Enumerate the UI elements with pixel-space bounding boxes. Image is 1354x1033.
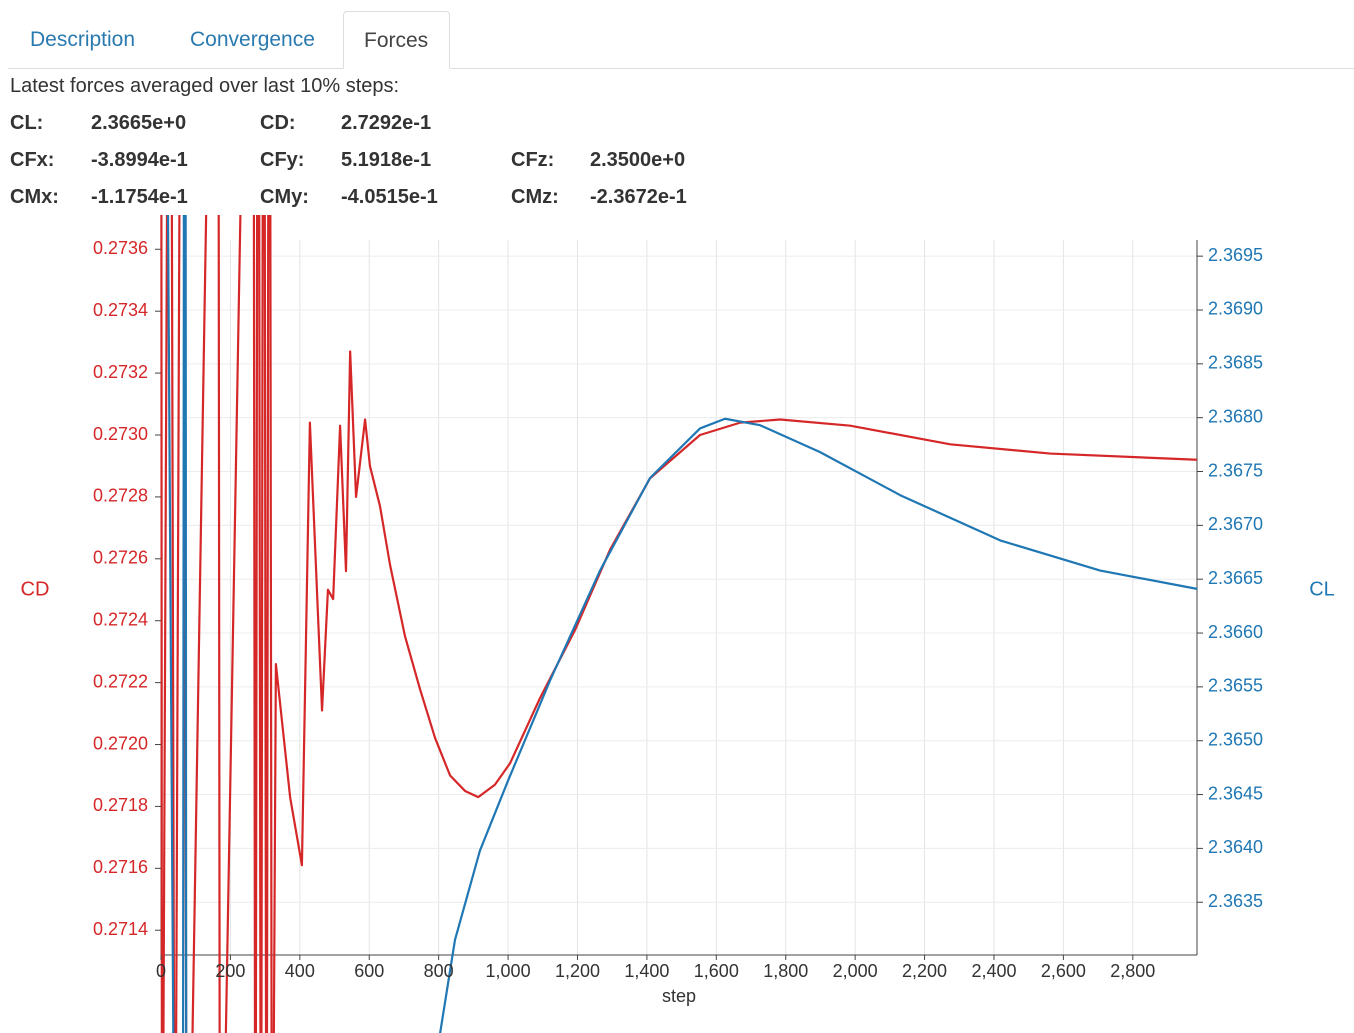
force-label: CMy: [260, 186, 309, 208]
force-value: 2.7292e-1 [341, 112, 432, 134]
y2-tick-label: 2.3645 [1208, 783, 1263, 803]
tab[interactable]: Description [30, 28, 136, 51]
x-tick-label: 1,200 [555, 961, 600, 981]
y2-tick-label: 2.3655 [1208, 676, 1263, 696]
y2-tick-label: 2.3680 [1208, 406, 1263, 426]
y-tick-label: 0.2732 [93, 362, 148, 382]
x-tick-label: 1,000 [486, 961, 531, 981]
y-tick-label: 0.2720 [93, 733, 148, 753]
y-tick-label: 0.2716 [93, 857, 148, 877]
y-tick-label: 0.2736 [93, 238, 148, 258]
series-line [160, 215, 1198, 1033]
y-tick-label: 0.2730 [93, 424, 148, 444]
y-tick-label: 0.2726 [93, 548, 148, 568]
x-tick-label: 2,000 [833, 961, 878, 981]
force-value: -3.8994e-1 [91, 149, 188, 171]
y-axis-title: CD [21, 578, 50, 600]
x-tick-label: 400 [285, 961, 315, 981]
y-tick-label: 0.2734 [93, 300, 148, 320]
series-line [166, 215, 1198, 1033]
force-label: CD: [260, 112, 296, 134]
y-tick-label: 0.2728 [93, 486, 148, 506]
y2-tick-label: 2.3675 [1208, 460, 1263, 480]
y2-tick-label: 2.3660 [1208, 622, 1263, 642]
forces-note: Latest forces averaged over last 10% ste… [10, 75, 400, 97]
x-tick-label: 200 [215, 961, 245, 981]
y2-tick-label: 2.3685 [1208, 353, 1263, 373]
force-value: -4.0515e-1 [341, 186, 438, 208]
y-tick-label: 0.2724 [93, 609, 148, 629]
y2-tick-label: 2.3640 [1208, 837, 1263, 857]
x-tick-label: 2,400 [971, 961, 1016, 981]
x-tick-label: 600 [354, 961, 384, 981]
force-value: -1.1754e-1 [91, 186, 188, 208]
x-tick-label: 800 [424, 961, 454, 981]
x-axis-title: step [662, 986, 696, 1006]
force-label: CFy: [260, 149, 305, 171]
force-value: -2.3672e-1 [590, 186, 687, 208]
force-label: CMx: [10, 186, 59, 208]
force-value: 2.3665e+0 [91, 112, 187, 134]
force-value: 5.1918e-1 [341, 149, 432, 171]
tab[interactable]: Convergence [190, 28, 315, 51]
x-tick-label: 2,200 [902, 961, 947, 981]
y2-tick-label: 2.3665 [1208, 568, 1263, 588]
y2-tick-label: 2.3670 [1208, 514, 1263, 534]
y-tick-label: 0.2718 [93, 795, 148, 815]
force-label: CFx: [10, 149, 55, 171]
force-value: 2.3500e+0 [590, 149, 686, 171]
y2-tick-label: 2.3650 [1208, 729, 1263, 749]
x-tick-label: 1,800 [763, 961, 808, 981]
x-tick-label: 2,800 [1110, 961, 1155, 981]
tab-active[interactable]: Forces [343, 11, 450, 69]
force-label: CFz: [511, 149, 555, 171]
y2-tick-label: 2.3695 [1208, 245, 1263, 265]
x-tick-label: 0 [156, 961, 166, 981]
y-tick-label: 0.2714 [93, 919, 148, 939]
y2-tick-label: 2.3635 [1208, 891, 1263, 911]
force-label: CL: [10, 112, 44, 134]
tab-bar: Description Convergence Forces [8, 11, 1354, 69]
y-tick-label: 0.2722 [93, 671, 148, 691]
y2-axis-title: CL [1309, 578, 1335, 600]
y2-tick-label: 2.3690 [1208, 299, 1263, 319]
x-tick-label: 1,600 [694, 961, 739, 981]
x-tick-label: 2,600 [1041, 961, 1086, 981]
force-label: CMz: [511, 186, 559, 208]
x-tick-label: 1,400 [624, 961, 669, 981]
